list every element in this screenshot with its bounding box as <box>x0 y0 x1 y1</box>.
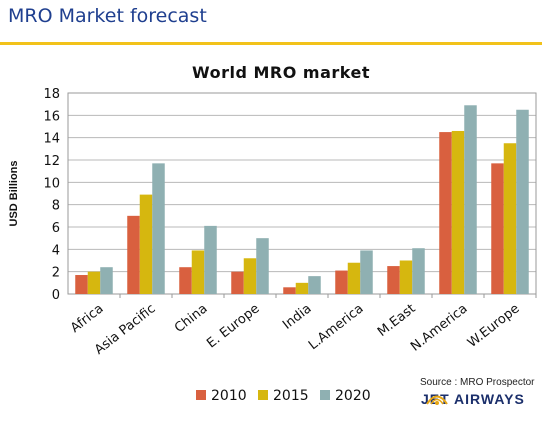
bar <box>439 132 452 294</box>
bar <box>100 267 113 294</box>
y-tick-label: 0 <box>52 288 60 303</box>
legend-label: 2020 <box>335 388 371 404</box>
bar <box>179 267 192 294</box>
jet-airways-logo: JET AIRWAYS <box>421 391 525 407</box>
x-tick-label: M.East <box>375 301 418 340</box>
bar <box>399 260 413 294</box>
source-note: Source : MRO Prospector <box>420 377 535 388</box>
y-tick-label: 6 <box>52 221 60 236</box>
bar <box>139 194 153 294</box>
bar <box>75 275 88 294</box>
x-tick-label: L.America <box>306 301 366 353</box>
bar <box>516 109 529 294</box>
y-tick-label: 2 <box>52 266 60 281</box>
bar <box>451 130 465 294</box>
y-tick-label: 4 <box>52 243 60 258</box>
bar <box>360 250 373 294</box>
slide-title: MRO Market forecast <box>8 5 207 27</box>
legend-swatch <box>196 390 206 400</box>
bar <box>87 271 101 294</box>
chart-title: World MRO market <box>192 63 370 82</box>
x-tick-label: W.Europe <box>465 301 522 351</box>
x-tick-label: N.America <box>408 301 470 354</box>
bar <box>503 143 517 294</box>
y-tick-label: 16 <box>43 109 60 124</box>
title-rule <box>0 42 542 45</box>
x-tick-label: China <box>172 301 211 336</box>
bar <box>295 282 309 294</box>
bar <box>127 215 140 294</box>
bar <box>412 248 425 294</box>
bar <box>464 105 477 295</box>
y-tick-label: 14 <box>43 132 60 147</box>
y-tick-label: 18 <box>43 87 60 102</box>
legend-label: 2015 <box>273 388 309 404</box>
bar <box>256 238 269 294</box>
bar <box>335 270 348 294</box>
bar <box>308 276 321 294</box>
y-tick-label: 10 <box>43 176 60 191</box>
bar <box>231 271 244 294</box>
legend-swatch <box>320 390 330 400</box>
x-tick-label: E. Europe <box>204 301 262 351</box>
y-tick-label: 12 <box>43 154 60 169</box>
y-tick-label: 8 <box>52 199 60 214</box>
bar <box>491 163 504 294</box>
bar <box>387 266 400 294</box>
bar <box>243 258 257 294</box>
bar <box>204 225 217 294</box>
y-axis-label: USD Billions <box>8 160 20 226</box>
bar <box>283 287 296 294</box>
sunrise-icon <box>426 395 448 405</box>
legend-label: 2010 <box>211 388 247 404</box>
x-tick-label: India <box>280 301 314 332</box>
bar <box>191 250 205 294</box>
x-tick-label: Africa <box>68 301 106 336</box>
legend-swatch <box>258 390 268 400</box>
bar <box>347 262 361 294</box>
bar <box>152 163 165 294</box>
bars <box>75 105 529 295</box>
legend: 2010 2015 2020 <box>196 388 371 404</box>
